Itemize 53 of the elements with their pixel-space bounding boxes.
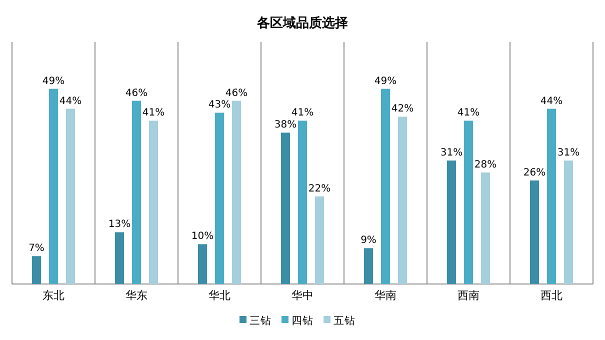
data-label: 9% — [360, 235, 376, 246]
data-label: 42% — [391, 104, 414, 115]
data-label: 13% — [108, 219, 131, 230]
data-label: 41% — [291, 108, 314, 119]
x-tick-label: 华中 — [292, 289, 314, 302]
bar — [49, 88, 58, 284]
bar — [315, 196, 324, 284]
x-tick-label: 西北 — [540, 289, 562, 302]
x-tick-label: 东北 — [42, 289, 64, 302]
bar — [364, 248, 373, 284]
bar — [564, 160, 573, 284]
data-label: 43% — [208, 100, 231, 111]
data-label: 22% — [308, 183, 331, 194]
bar — [215, 112, 224, 284]
bar — [381, 88, 390, 284]
data-label: 46% — [225, 88, 248, 99]
bar — [32, 256, 41, 284]
data-label: 49% — [374, 76, 397, 87]
bar — [132, 100, 141, 284]
data-label: 41% — [457, 108, 480, 119]
legend-label: 四钻 — [292, 315, 314, 327]
bar — [66, 108, 75, 284]
data-label: 41% — [142, 108, 165, 119]
bar — [547, 108, 556, 284]
data-label: 44% — [540, 96, 563, 107]
data-label: 28% — [474, 159, 497, 170]
bar — [530, 180, 539, 284]
bar — [232, 100, 241, 284]
bar — [464, 120, 473, 284]
legend-label: 五钻 — [334, 315, 356, 327]
data-label: 49% — [42, 76, 65, 87]
bar — [198, 244, 207, 284]
data-label: 7% — [28, 243, 44, 254]
bar — [481, 172, 490, 284]
x-tick-label: 华东 — [126, 289, 148, 302]
data-label: 31% — [557, 148, 580, 159]
bar — [398, 116, 407, 284]
bar — [447, 160, 456, 284]
bar — [298, 120, 307, 284]
data-label: 46% — [125, 88, 148, 99]
bar — [115, 232, 124, 284]
data-label: 26% — [523, 167, 546, 178]
x-tick-label: 西南 — [458, 289, 480, 302]
data-label: 44% — [59, 96, 82, 107]
x-tick-label: 华北 — [208, 289, 230, 302]
data-label: 10% — [191, 231, 214, 242]
bar — [281, 132, 290, 284]
x-tick-label: 华南 — [374, 289, 396, 302]
bar — [149, 120, 158, 284]
data-label: 31% — [440, 148, 463, 159]
data-label: 38% — [274, 120, 297, 131]
chart-title: 各区域品质选择 — [256, 15, 348, 31]
legend-label: 三钻 — [250, 315, 272, 327]
